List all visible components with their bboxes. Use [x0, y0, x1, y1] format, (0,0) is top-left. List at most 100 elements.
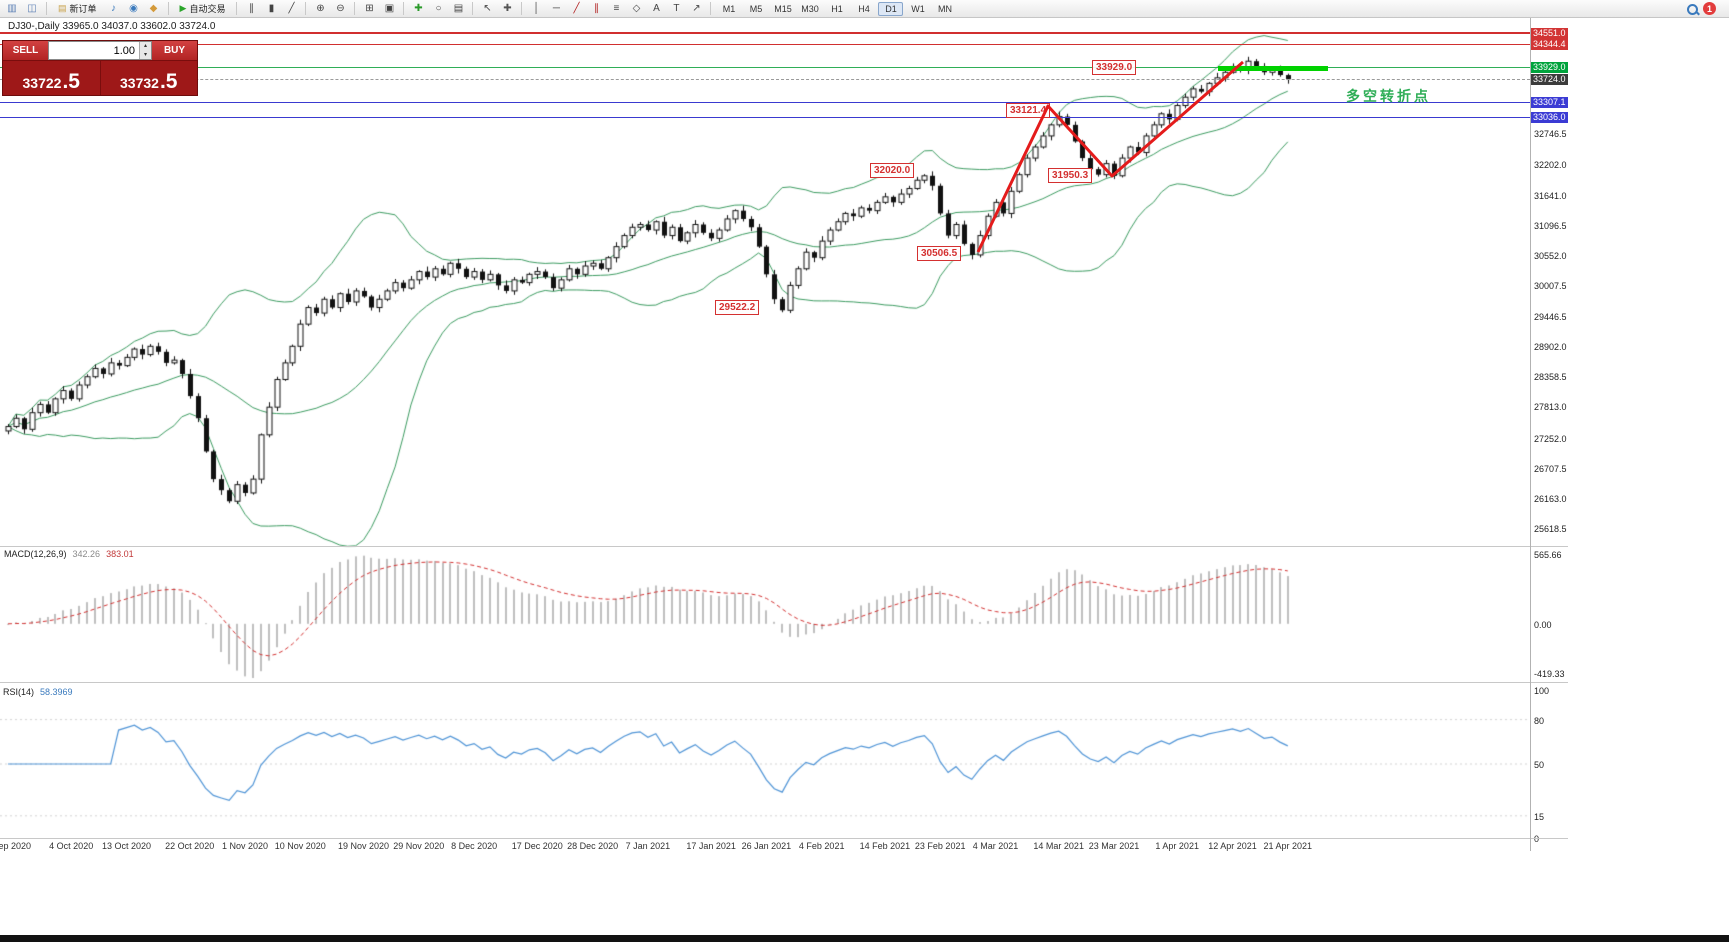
- price-label-34551.0: 34551.0: [1531, 27, 1568, 39]
- macd-axis-tick: 565.66: [1534, 550, 1562, 560]
- panel-separator-rsi-dates: [0, 838, 1568, 839]
- price-tick: 29446.5: [1534, 312, 1567, 323]
- volume-spinners[interactable]: ▴ ▾: [139, 42, 151, 59]
- rsi-axis-tick: 15: [1534, 811, 1545, 822]
- timeframe-m5-button[interactable]: M5: [749, 3, 763, 14]
- toolbar-separator: [167, 2, 169, 15]
- toolbar-separator: [305, 2, 307, 15]
- arrows-tool-icon[interactable]: ↗: [692, 3, 701, 14]
- volume-down-arrow[interactable]: ▾: [140, 50, 151, 59]
- indicators-icon[interactable]: ✚: [414, 3, 423, 14]
- panel-separator-main-macd[interactable]: [0, 546, 1568, 547]
- toolbar-separator: [236, 2, 238, 15]
- sell-price-display: 33722.5: [3, 61, 101, 95]
- macd-value-2: 383.01: [106, 549, 134, 559]
- price-tick: 32746.5: [1534, 129, 1567, 140]
- rsi-name: RSI(14): [3, 687, 35, 697]
- macd-axis-tick: -419.33: [1534, 669, 1565, 679]
- price-tick: 26707.5: [1534, 463, 1567, 474]
- buy-button[interactable]: BUY: [152, 41, 197, 60]
- community-icon[interactable]: ◉: [129, 3, 138, 14]
- price-chart-canvas[interactable]: [0, 0, 1530, 860]
- autotrade-button[interactable]: ▶ 自动交易: [174, 1, 232, 16]
- toolbar: ▥ ◫ ▤ 新订单 ♪ ◉ ◆ ▶ 自动交易 ∥ ▮ ╱ ⊕ ⊖ ⊞ ▣ ✚ ○ ▤ ↖ ✚ │ ─ ╱ ∥ ≡ ◇ A T ↗ M1 M5 M…: [0, 0, 1729, 18]
- timeframe-m15-button[interactable]: M15: [774, 3, 792, 14]
- toolbar-separator: [710, 2, 712, 15]
- panel-separator-macd-rsi[interactable]: [0, 682, 1568, 683]
- autotrade-button-icon: ▶: [179, 3, 187, 13]
- price-label-33929.0: 33929.0: [1531, 62, 1568, 74]
- chart-title: DJ30-,Daily 33965.0 34037.0 33602.0 3372…: [8, 21, 216, 32]
- candlestick-chart-type-icon[interactable]: ▮: [268, 3, 275, 14]
- timeframe-h4-button[interactable]: H4: [858, 3, 870, 14]
- volume-value[interactable]: 1.00: [113, 44, 135, 57]
- templates-icon[interactable]: ▤: [453, 3, 464, 14]
- new-order-button[interactable]: ▤ 新订单: [52, 1, 103, 16]
- sell-button[interactable]: SELL: [3, 41, 48, 60]
- search-icon[interactable]: [1683, 1, 1701, 16]
- horizontal-line-tool-icon[interactable]: ─: [552, 3, 561, 14]
- vertical-line-tool-icon[interactable]: │: [533, 3, 540, 14]
- rsi-axis-tick: 0: [1534, 834, 1540, 844]
- zoom-out-icon[interactable]: ⊖: [336, 3, 345, 14]
- green-resistance-segment: [1218, 66, 1328, 71]
- new-order-button-label: 新订单: [69, 4, 97, 14]
- volume-stepper[interactable]: 1.00 ▴ ▾: [48, 41, 152, 60]
- price-label-34344.4: 34344.4: [1531, 39, 1568, 51]
- cursor-icon[interactable]: ↖: [483, 3, 492, 14]
- macd-name: MACD(12,26,9): [4, 549, 67, 559]
- sell-price-frac: .5: [62, 70, 80, 93]
- chart-window-icon[interactable]: ▥: [7, 3, 17, 14]
- tile-windows-icon[interactable]: ⊞: [365, 3, 374, 14]
- price-tick: 27252.0: [1534, 433, 1567, 444]
- price-tick: 30552.0: [1534, 250, 1567, 261]
- timeframe-m1-button[interactable]: M1: [722, 3, 736, 14]
- price-label-33307.1: 33307.1: [1531, 96, 1568, 108]
- timeframe-mn-button[interactable]: MN: [937, 3, 952, 14]
- one-click-trade-panel: SELL 1.00 ▴ ▾ BUY 33722.5 33732.5: [2, 40, 198, 96]
- channel-tool-icon[interactable]: ∥: [593, 3, 599, 14]
- zoom-in-icon[interactable]: ⊕: [316, 3, 325, 14]
- volume-up-arrow[interactable]: ▴: [140, 42, 151, 51]
- timeframe-w1-button[interactable]: W1: [911, 3, 925, 14]
- market-watch-icon[interactable]: ◫: [27, 3, 37, 14]
- crosshair-icon[interactable]: ✚: [503, 3, 512, 14]
- buy-price-frac: .5: [159, 70, 178, 93]
- price-tick: 25618.5: [1534, 523, 1567, 534]
- buy-price-main: 33732: [120, 75, 159, 91]
- price-axis-border: [1530, 18, 1531, 851]
- toolbar-separator: [403, 2, 405, 15]
- toolbar-separator: [46, 2, 47, 15]
- rsi-axis-tick: 50: [1534, 760, 1545, 770]
- line-chart-type-icon[interactable]: ╱: [288, 3, 295, 14]
- timeframe-d1-button[interactable]: D1: [878, 1, 904, 16]
- new-order-button-icon: ▤: [58, 3, 67, 13]
- periods-icon[interactable]: ○: [435, 3, 442, 14]
- rsi-value: 58.3969: [40, 687, 73, 697]
- timeframe-h1-button[interactable]: H1: [831, 3, 843, 14]
- text-tool-icon[interactable]: A: [653, 3, 660, 14]
- rsi-axis-tick: 80: [1534, 715, 1545, 726]
- notification-badge[interactable]: 1: [1703, 2, 1716, 15]
- fibonacci-tool-icon[interactable]: ≡: [613, 3, 620, 14]
- price-tick: 31641.0: [1534, 190, 1567, 201]
- autotrade-button-label: 自动交易: [189, 4, 226, 14]
- trendline-tool-icon[interactable]: ╱: [573, 3, 580, 14]
- shapes-tool-icon[interactable]: ◇: [632, 3, 641, 14]
- price-tick: 27813.0: [1534, 402, 1567, 413]
- price-label-33724.0: 33724.0: [1531, 73, 1568, 85]
- label-tool-icon[interactable]: T: [673, 3, 680, 14]
- price-tick: 31096.5: [1534, 220, 1567, 231]
- app-market-icon[interactable]: ◆: [149, 3, 158, 14]
- toolbar-separator: [521, 2, 523, 15]
- timeframe-m30-button[interactable]: M30: [801, 3, 819, 14]
- sound-alerts-icon[interactable]: ♪: [111, 3, 117, 14]
- bar-chart-type-icon[interactable]: ∥: [248, 3, 254, 14]
- turning-point-label: 多空转折点: [1346, 88, 1431, 104]
- cascade-windows-icon[interactable]: ▣: [384, 3, 395, 14]
- toolbar-separator: [354, 2, 356, 15]
- rsi-label: RSI(14) 58.3969: [3, 687, 73, 697]
- toolbar-separator: [472, 2, 474, 15]
- price-tick: 32202.0: [1534, 159, 1567, 170]
